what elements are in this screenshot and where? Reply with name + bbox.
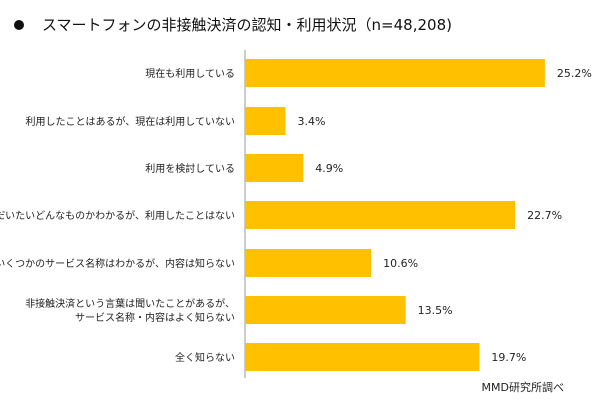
chart-title: スマートフォンの非接触決済の認知・利用状況（n=48,208) [42,16,452,34]
bar-2 [245,154,304,182]
bars-group: 25.2% 現在も利用している 3.4% 利用したことはあるが、現在は利用していない 4… [0,59,592,371]
title-row: スマートフォンの非接触決済の認知・利用状況（n=48,208) [14,14,452,35]
value-label-3: 22.7% [527,209,562,222]
category-label-1: 利用したことはあるが、現在は利用していない [26,115,236,128]
category-label-5-line-0: 非接触決済という言葉は聞いたことがあるが、 [25,297,235,310]
value-label-0: 25.2% [557,67,592,80]
category-label-5-line-1: サービス名称・内容はよく知らない [75,311,235,324]
value-label-6: 19.7% [491,351,526,364]
bar-1 [245,107,286,135]
category-label-4: いくつかのサービス名称はわかるが、内容は知らない [0,257,235,270]
category-label-6: 全く知らない [175,351,235,364]
category-label-0: 現在も利用している [145,68,235,80]
value-label-1: 3.4% [297,115,325,128]
bullet-icon [14,19,24,30]
bar-6 [245,343,480,371]
bar-3 [245,201,516,229]
bar-5 [245,296,406,324]
bar-4 [245,249,372,277]
value-label-4: 10.6% [383,257,418,270]
value-label-5: 13.5% [418,304,453,317]
category-label-2: 利用を検討している [145,162,235,175]
category-label-3: だいたいどんなものかわかるが、利用したことはない [0,209,235,222]
bar-0 [245,59,545,87]
value-label-2: 4.9% [315,162,343,175]
source-note: MMD研究所調べ [481,381,564,394]
